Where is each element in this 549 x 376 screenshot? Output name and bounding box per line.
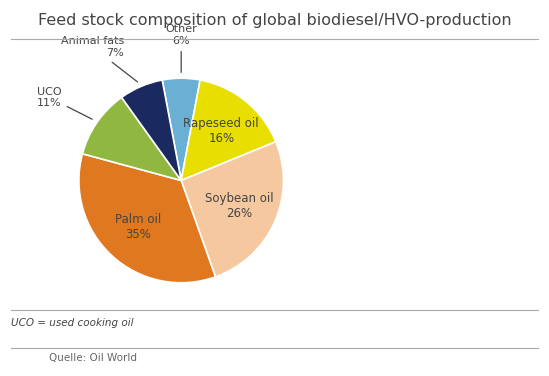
Text: Rapeseed oil
16%: Rapeseed oil 16% <box>183 117 259 146</box>
Wedge shape <box>79 154 216 283</box>
Wedge shape <box>181 142 283 277</box>
Text: UCO = used cooking oil: UCO = used cooking oil <box>11 318 133 328</box>
Wedge shape <box>181 80 276 180</box>
Text: Palm oil
35%: Palm oil 35% <box>115 213 161 241</box>
Text: Soybean oil
26%: Soybean oil 26% <box>205 193 273 220</box>
Text: Quelle: Oil World: Quelle: Oil World <box>49 353 137 364</box>
Text: Animal fats
7%: Animal fats 7% <box>61 36 138 82</box>
Text: Other
6%: Other 6% <box>165 24 197 72</box>
Text: UCO
11%: UCO 11% <box>37 87 92 119</box>
Wedge shape <box>162 78 200 180</box>
Wedge shape <box>82 97 181 180</box>
Text: Feed stock composition of global biodiesel/HVO-production: Feed stock composition of global biodies… <box>38 13 511 28</box>
Wedge shape <box>121 80 181 180</box>
